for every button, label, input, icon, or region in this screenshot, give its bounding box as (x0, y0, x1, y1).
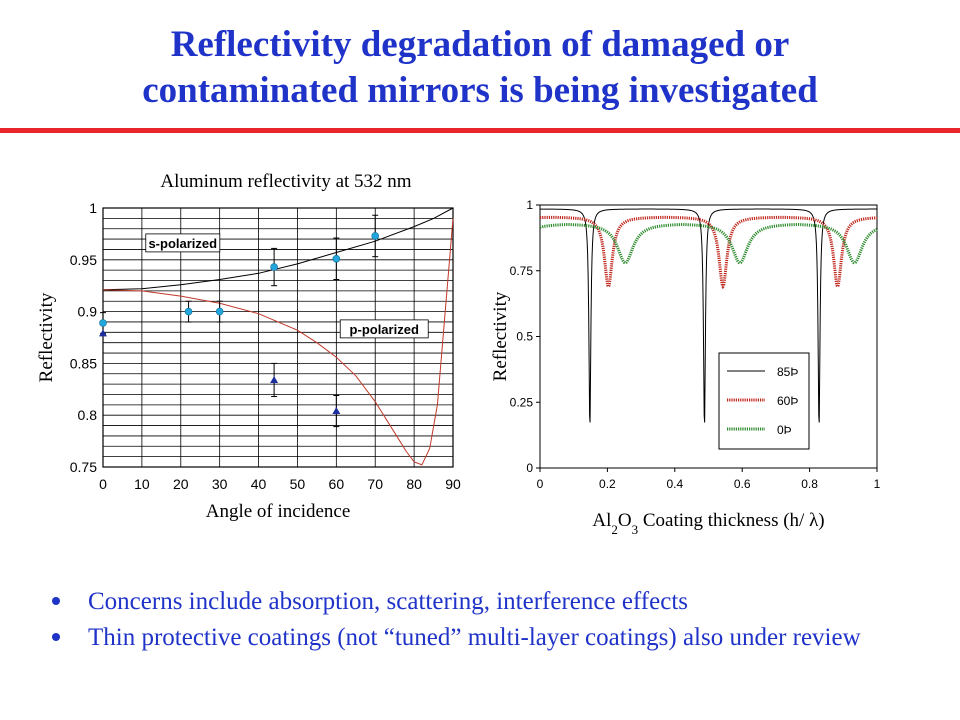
y-tick-label: 0.25 (510, 395, 534, 409)
x-tick-label: 0.4 (666, 477, 683, 491)
series-line-s-polarized (102, 207, 454, 291)
series-line-60Þ (539, 215, 878, 290)
x-tick-label: 0 (99, 476, 107, 492)
x-tick-label: 0.6 (734, 477, 751, 491)
aluminum-reflectivity-chart: Aluminum reflectivity at 532 nm 0 10 20 30 40… (36, 171, 461, 522)
x-axis-label-part: Coating thickness (h/ λ) (638, 510, 825, 531)
y-tick-label: 0.9 (78, 304, 98, 320)
x-axis-label: Al2O3 Coating thickness (h/ λ) (592, 510, 824, 537)
data-point-triangle (332, 407, 341, 415)
plot-frame (102, 207, 454, 468)
x-tick-label: 0.8 (801, 477, 818, 491)
annotation-label: s-polarized (148, 236, 217, 251)
y-axis-label: Reflectivity (36, 292, 57, 382)
x-axis-label-part: O (618, 510, 632, 531)
bullet-text: Thin protective coatings (not “tuned” mu… (88, 624, 861, 651)
y-tick-label: 0.5 (516, 330, 533, 344)
title-divider (0, 128, 960, 133)
bullet-item: Concerns include absorption, scattering,… (52, 586, 932, 618)
x-tick-label: 90 (445, 476, 461, 492)
x-tick-label: 50 (290, 476, 306, 492)
annotation-label: p-polarized (350, 322, 419, 337)
y-tick-label: 0 (526, 461, 533, 475)
data-point-circle (215, 307, 224, 316)
x-tick-label: 0.2 (599, 477, 616, 491)
x-tick-label: 70 (367, 476, 383, 492)
x-tick-label: 30 (212, 476, 228, 492)
legend-label: 85Þ (777, 365, 798, 379)
x-axis-label-subscript: 2 (611, 522, 618, 537)
data-point-triangle (270, 375, 279, 383)
annotation-box (145, 233, 221, 253)
data-point-circle (270, 263, 278, 271)
data-point-circle (99, 319, 107, 327)
series-line-0Þ (539, 222, 878, 265)
y-tick-label: 0.75 (70, 459, 97, 475)
bullet-dot-icon (52, 633, 60, 641)
legend: 85Þ 60Þ 0Þ (718, 352, 810, 450)
y-tick-label: 0.8 (78, 407, 98, 423)
coating-thickness-chart: 0 0.2 0.4 0.6 0.8 1 0 0.25 0.5 0.75 1 Al2O3 Coating… (490, 198, 881, 537)
x-tick-label: 60 (329, 476, 345, 492)
data-point-circle (371, 232, 380, 240)
legend-label: 60Þ (777, 394, 798, 408)
x-tick-label: 1 (874, 477, 881, 491)
data-point-triangle (99, 329, 107, 337)
chart-title: Aluminum reflectivity at 532 nm (160, 171, 411, 192)
data-point-circle (332, 254, 341, 263)
slide-title-line-1: Reflectivity degradation of damaged or (170, 24, 790, 65)
bullet-list: Concerns include absorption, scattering,… (52, 586, 932, 658)
x-tick-label: 0 (537, 477, 544, 491)
y-tick-label: 1 (526, 198, 533, 212)
y-tick-label: 0.85 (70, 355, 97, 371)
series-line-p-polarized (102, 218, 454, 466)
annotation-box (339, 319, 429, 339)
y-tick-label: 0.75 (510, 264, 534, 278)
x-tick-label: 10 (134, 476, 150, 492)
x-tick-label: 20 (173, 476, 189, 492)
y-tick-label: 1 (89, 200, 97, 216)
bullet-dot-icon (52, 597, 60, 605)
series-line-85Þ (540, 208, 877, 423)
legend-label: 0Þ (777, 423, 792, 437)
x-axis-label-subscript: 3 (632, 522, 639, 537)
slide-title-line-2: contaminated mirrors is being investigat… (142, 70, 818, 111)
x-axis-label: Angle of incidence (206, 501, 351, 522)
x-tick-label: 80 (406, 476, 422, 492)
y-axis-label: Reflectivity (490, 291, 511, 381)
bullet-text: Concerns include absorption, scattering,… (88, 588, 688, 615)
bullet-item: Thin protective coatings (not “tuned” mu… (52, 622, 932, 654)
data-point-circle (184, 307, 193, 316)
y-tick-label: 0.95 (70, 252, 97, 268)
slide-title: Reflectivity degradation of damaged or c… (0, 22, 960, 114)
x-axis-label-part: Al (592, 510, 611, 531)
x-tick-label: 40 (251, 476, 267, 492)
